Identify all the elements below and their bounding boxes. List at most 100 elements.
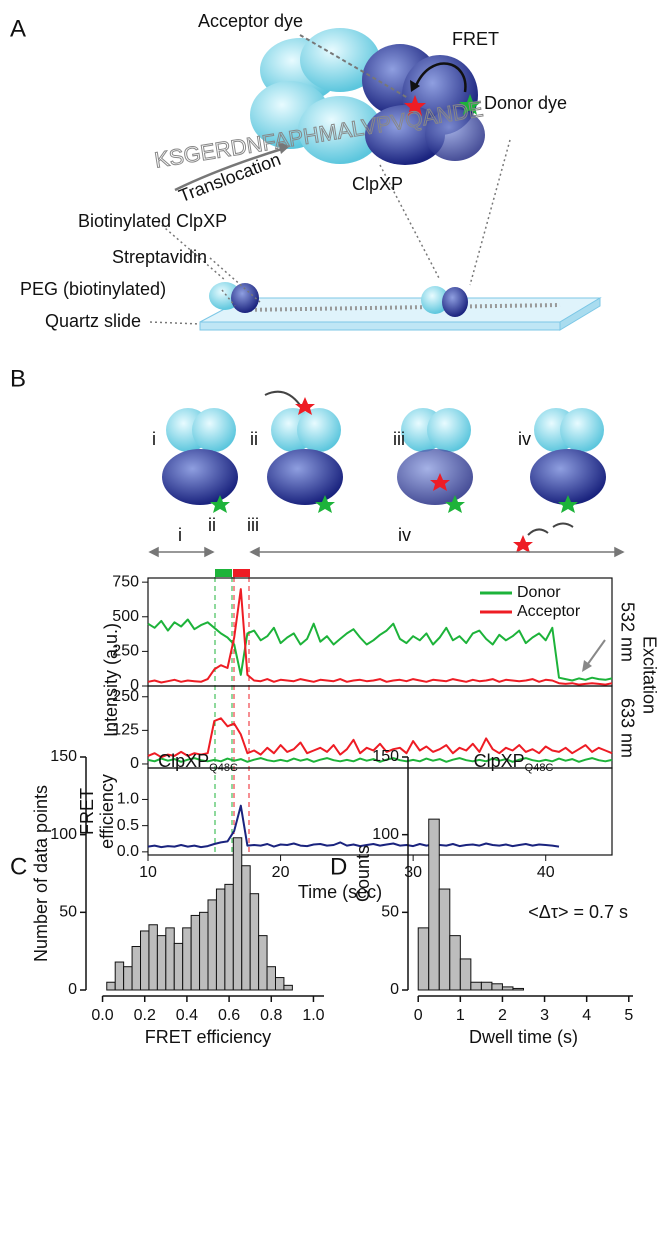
y-axis-label: Counts xyxy=(353,845,373,902)
bar xyxy=(232,837,243,991)
y-tick-label: 500 xyxy=(112,608,139,625)
timeline-label: ii xyxy=(208,515,216,535)
y-tick-label: 0 xyxy=(130,677,139,694)
y-tick-label: 1.0 xyxy=(117,791,139,808)
y-tick-label: 100 xyxy=(372,826,399,843)
bar xyxy=(274,977,285,991)
bar xyxy=(215,888,226,991)
bar xyxy=(428,818,440,991)
x-tick-label: 5 xyxy=(624,1007,633,1024)
bar xyxy=(459,958,472,991)
excitation-label: Excitation xyxy=(639,636,659,714)
y-tick-label: 250 xyxy=(112,643,139,660)
y-axis-label: Intensity (a.u.) xyxy=(101,623,121,737)
bar xyxy=(182,927,192,991)
bar xyxy=(165,927,175,991)
clpxp-large xyxy=(174,28,511,286)
diagram-label: FRET xyxy=(452,29,499,49)
y-tick-label: 0.0 xyxy=(117,843,139,860)
excitation-label: 532 nm xyxy=(617,602,637,662)
bar xyxy=(417,927,430,991)
y-tick-label: 250 xyxy=(112,688,139,705)
bar xyxy=(156,935,167,991)
x-tick-label: 1 xyxy=(456,1007,465,1024)
y-tick-label: 0 xyxy=(130,755,139,772)
bar xyxy=(106,981,116,991)
x-tick-label: 0.8 xyxy=(260,1007,282,1024)
bar xyxy=(266,966,276,991)
panel-label: B xyxy=(10,365,26,392)
x-tick-label: 4 xyxy=(582,1007,591,1024)
bar xyxy=(491,983,503,991)
series-line xyxy=(147,804,560,849)
bar xyxy=(114,961,125,991)
state-label: iii xyxy=(393,429,405,449)
chart-title-subscript: Q48C xyxy=(209,762,238,774)
y-axis-label: efficiency xyxy=(97,774,117,849)
state-label: ii xyxy=(250,429,258,449)
x-tick-label: 20 xyxy=(272,864,290,881)
excitation-label: 633 nm xyxy=(617,698,637,758)
bar xyxy=(131,946,142,991)
timeline xyxy=(148,546,625,577)
y-tick-label: 50 xyxy=(381,904,399,921)
bar xyxy=(190,914,201,991)
bar xyxy=(470,981,482,991)
x-axis-label: FRET efficiency xyxy=(145,1027,271,1047)
y-tick-label: 0 xyxy=(390,981,399,998)
x-tick-label: 0.6 xyxy=(218,1007,240,1024)
bar xyxy=(501,986,514,991)
panel-label: D xyxy=(330,853,347,880)
x-tick-label: 30 xyxy=(404,864,422,881)
diagram-label: ClpXP xyxy=(352,174,403,194)
x-tick-label: 1.0 xyxy=(302,1007,324,1024)
diagram-label: PEG (biotinylated) xyxy=(20,279,166,299)
x-tick-label: 0.2 xyxy=(134,1007,156,1024)
panel-label: A xyxy=(10,15,26,42)
x-tick-label: 10 xyxy=(139,864,157,881)
x-axis-label: Dwell time (s) xyxy=(469,1027,578,1047)
bar xyxy=(438,888,451,991)
diagram-label: Quartz slide xyxy=(45,311,141,331)
state-label: iv xyxy=(518,429,531,449)
chart-title-main: ClpXP xyxy=(158,751,209,771)
bar xyxy=(140,930,150,991)
x-tick-label: 40 xyxy=(537,864,555,881)
chart-title-subscript: Q48C xyxy=(525,762,554,774)
bar xyxy=(207,899,217,991)
y-tick-label: 100 xyxy=(50,826,77,843)
y-tick-label: 50 xyxy=(59,904,77,921)
diagram-label: Biotinylated ClpXP xyxy=(78,211,227,231)
y-tick-label: 150 xyxy=(372,748,399,765)
timeline-label: i xyxy=(178,525,182,545)
y-axis-label: Number of data points xyxy=(31,785,51,962)
bar xyxy=(249,893,260,991)
y-tick-label: 0 xyxy=(68,981,77,998)
panel-label: C xyxy=(10,853,27,880)
bar xyxy=(123,966,133,991)
series-line xyxy=(147,717,613,759)
bar xyxy=(283,984,293,991)
chart-title: ClpXPQ48C xyxy=(474,751,554,774)
series-line xyxy=(147,588,613,686)
plot-frame xyxy=(147,767,613,856)
y-tick-label: 750 xyxy=(112,573,139,590)
y-tick-label: 125 xyxy=(112,722,139,739)
bar xyxy=(148,924,158,991)
diagram-label: Donor dye xyxy=(484,93,567,113)
series-line xyxy=(147,618,613,682)
annotation: <Δτ> = 0.7 s xyxy=(528,902,628,922)
bar xyxy=(224,883,234,991)
legend-label: Donor xyxy=(517,584,561,601)
y-tick-label: 150 xyxy=(50,748,77,765)
bar xyxy=(241,865,251,991)
timeline-label: iii xyxy=(247,515,259,535)
chart-title: ClpXPQ48C xyxy=(158,751,238,774)
state-label: i xyxy=(152,429,156,449)
x-tick-label: 2 xyxy=(498,1007,507,1024)
timeline-label: iv xyxy=(398,525,411,545)
legend-label: Acceptor xyxy=(517,603,581,620)
x-axis-label: Time (sec) xyxy=(298,882,382,902)
state-cartoons xyxy=(162,390,606,553)
